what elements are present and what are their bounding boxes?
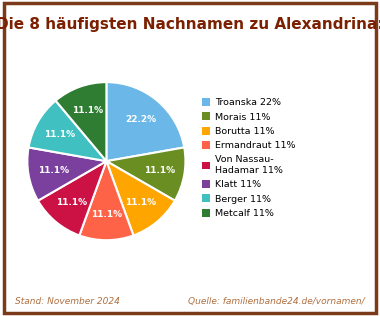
Text: 22.2%: 22.2% xyxy=(125,115,157,125)
Text: 11.1%: 11.1% xyxy=(56,198,87,207)
Text: 11.1%: 11.1% xyxy=(73,106,104,115)
Wedge shape xyxy=(27,148,106,201)
Wedge shape xyxy=(106,82,184,161)
Text: 11.1%: 11.1% xyxy=(91,210,122,219)
Text: 11.1%: 11.1% xyxy=(144,166,175,175)
Wedge shape xyxy=(79,161,133,240)
Wedge shape xyxy=(38,161,106,235)
Text: Quelle: familienbande24.de/vornamen/: Quelle: familienbande24.de/vornamen/ xyxy=(188,297,365,306)
Wedge shape xyxy=(28,100,106,161)
Wedge shape xyxy=(106,161,175,235)
Text: Stand: November 2024: Stand: November 2024 xyxy=(15,297,120,306)
Text: 11.1%: 11.1% xyxy=(44,130,75,139)
Wedge shape xyxy=(106,148,185,201)
Text: 11.1%: 11.1% xyxy=(125,198,157,207)
Text: Die 8 häufigsten Nachnamen zu Alexandrina:: Die 8 häufigsten Nachnamen zu Alexandrin… xyxy=(0,17,380,32)
Wedge shape xyxy=(55,82,106,161)
Text: 11.1%: 11.1% xyxy=(38,166,69,175)
Legend: Troanska 22%, Morais 11%, Borutta 11%, Ermandraut 11%, Von Nassau-
Hadamar 11%, : Troanska 22%, Morais 11%, Borutta 11%, E… xyxy=(201,98,295,218)
